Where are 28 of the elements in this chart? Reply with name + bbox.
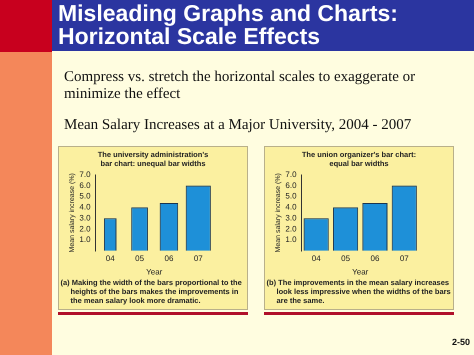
y-tick-label: 7.0 [285,170,298,180]
x-tick-label: 07 [194,254,204,263]
y-tick-label: 1.0 [79,235,92,244]
text: Misleading Graphs and Charts: Horizontal Scale Effects [52,0,474,51]
x-tick-label: 07 [400,254,410,263]
y-tick-label: 5.0 [79,192,92,201]
x-tick-label: 06 [370,254,380,263]
y-tick-label: 4.0 [79,202,92,212]
x-axis-title: Year [146,267,163,276]
y-tick-label: 2.0 [79,224,92,234]
x-tick-label: 05 [341,254,351,263]
y-tick-label: 3.0 [79,213,92,222]
x-tick-label: 04 [106,254,116,263]
x-tick-label: 06 [164,254,174,263]
y-tick-label: 4.0 [285,202,298,212]
y-tick-label: 5.0 [285,192,298,201]
y-tick-label: 6.0 [285,180,298,190]
y-tick-label: 2.0 [285,224,298,234]
text: Compress vs. stretch the horizontal scales to exaggerate or minimize the effect [64,69,416,103]
y-tick-label: 3.0 [285,213,298,222]
y-tick-label: 1.0 [285,235,298,244]
x-axis-title: Year [352,267,369,276]
text: Mean Salary Increases at a Major University, 2004 - 2007 [64,117,412,134]
x-tick-label: 05 [135,254,145,263]
x-tick-label: 04 [312,254,322,263]
text: 2-50 [452,337,470,347]
y-tick-label: 6.0 [79,180,92,190]
y-tick-label: 7.0 [79,170,92,180]
